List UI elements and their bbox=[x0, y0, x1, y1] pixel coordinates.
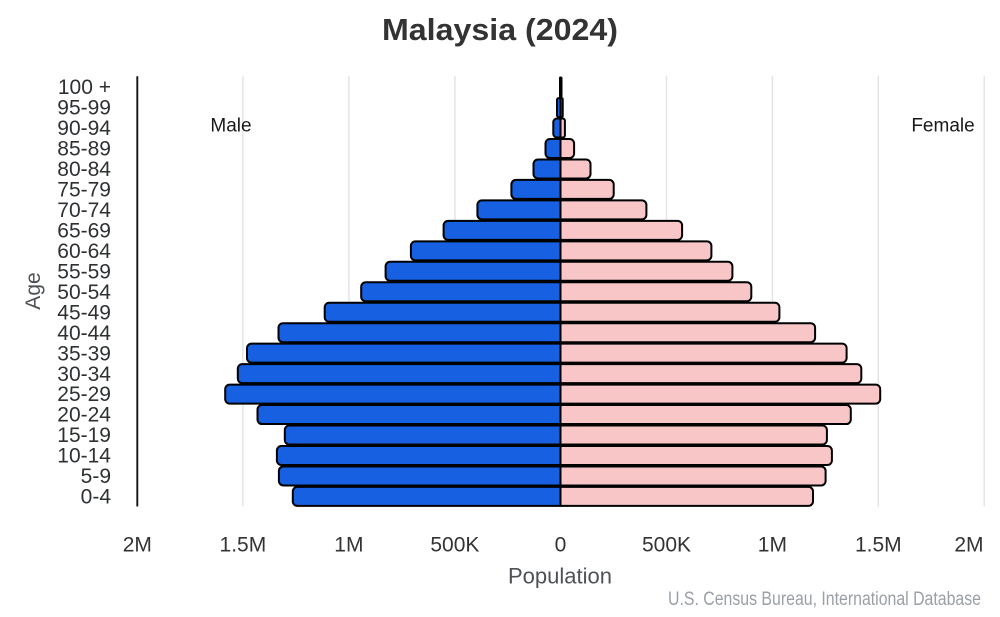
svg-text:0-4: 0-4 bbox=[81, 486, 112, 509]
svg-text:0: 0 bbox=[555, 534, 567, 557]
svg-text:1.5M: 1.5M bbox=[220, 534, 267, 557]
svg-text:50-54: 50-54 bbox=[57, 281, 111, 304]
svg-text:45-49: 45-49 bbox=[57, 301, 111, 324]
svg-text:15-19: 15-19 bbox=[57, 424, 111, 447]
svg-text:70-74: 70-74 bbox=[57, 199, 111, 222]
svg-text:20-24: 20-24 bbox=[57, 404, 111, 427]
svg-text:Female: Female bbox=[911, 115, 974, 136]
svg-text:75-79: 75-79 bbox=[57, 179, 111, 202]
svg-text:1.5M: 1.5M bbox=[855, 534, 902, 557]
svg-text:500K: 500K bbox=[430, 534, 479, 557]
svg-text:95-99: 95-99 bbox=[57, 97, 111, 120]
svg-text:Population: Population bbox=[508, 563, 612, 588]
svg-text:2M: 2M bbox=[954, 534, 983, 557]
svg-text:100 +: 100 + bbox=[58, 76, 111, 99]
svg-text:1M: 1M bbox=[334, 534, 363, 557]
svg-text:10-14: 10-14 bbox=[57, 445, 111, 468]
svg-text:U.S. Census Bureau, Internatio: U.S. Census Bureau, International Databa… bbox=[668, 589, 981, 610]
svg-text:80-84: 80-84 bbox=[57, 158, 111, 181]
svg-text:65-69: 65-69 bbox=[57, 220, 111, 243]
svg-text:Malaysia (2024): Malaysia (2024) bbox=[382, 12, 618, 47]
svg-text:60-64: 60-64 bbox=[57, 240, 111, 263]
svg-text:Age: Age bbox=[22, 272, 45, 309]
svg-text:Male: Male bbox=[210, 115, 251, 136]
svg-text:40-44: 40-44 bbox=[57, 322, 111, 345]
svg-text:55-59: 55-59 bbox=[57, 260, 111, 283]
svg-text:90-94: 90-94 bbox=[57, 117, 111, 140]
svg-text:85-89: 85-89 bbox=[57, 138, 111, 161]
svg-text:1M: 1M bbox=[758, 534, 787, 557]
svg-text:30-34: 30-34 bbox=[57, 363, 111, 386]
svg-text:25-29: 25-29 bbox=[57, 383, 111, 406]
svg-text:2M: 2M bbox=[123, 534, 152, 557]
svg-text:5-9: 5-9 bbox=[81, 465, 111, 488]
svg-text:500K: 500K bbox=[642, 534, 691, 557]
svg-text:35-39: 35-39 bbox=[57, 342, 111, 365]
